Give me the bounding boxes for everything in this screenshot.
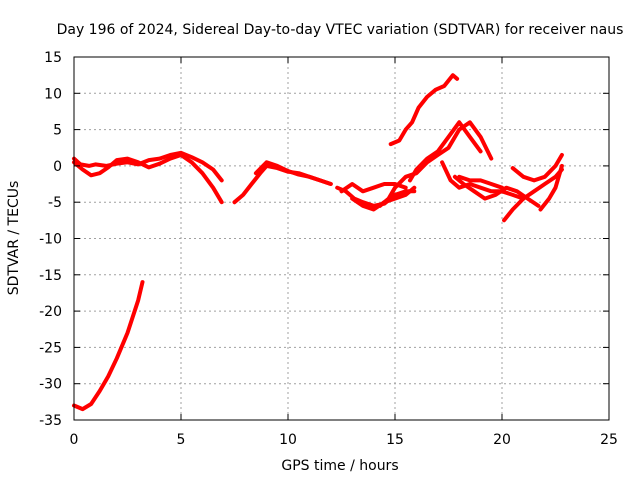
y-tick-label: 10 — [44, 86, 62, 102]
series-layer — [72, 73, 564, 412]
series-line-s11 — [440, 160, 526, 201]
series-line-s8 — [378, 120, 494, 208]
y-axis-label: SDTVAR / TECUs — [6, 181, 22, 296]
y-tick-label: 0 — [53, 159, 62, 175]
y-tick-label: -25 — [39, 340, 62, 356]
y-tick-label: -35 — [39, 413, 62, 429]
series-line-s9 — [408, 120, 483, 183]
series-line-s4 — [253, 160, 333, 186]
series-line-s14 — [502, 167, 564, 223]
series-line-s13 — [457, 174, 504, 190]
x-tick-label: 15 — [386, 432, 404, 448]
x-axis-label: GPS time / hours — [281, 458, 398, 474]
x-tick-label: 20 — [493, 432, 511, 448]
y-tick-label: 5 — [53, 123, 62, 139]
y-tick-label: -5 — [48, 195, 62, 211]
y-tick-label: -15 — [39, 268, 62, 284]
y-tick-label: -10 — [39, 232, 62, 248]
y-tick-label: -20 — [39, 304, 62, 320]
ticks: 0 5 10 15 20 25 15 10 5 0 -5 -10 -15 -20 -25 -30 -35 — [39, 50, 618, 448]
x-tick-label: 5 — [177, 432, 186, 448]
grid — [74, 57, 609, 420]
series-line-s2 — [72, 153, 224, 205]
series-line-s10 — [388, 73, 460, 147]
x-tick-label: 10 — [279, 432, 297, 448]
x-tick-label: 0 — [70, 432, 79, 448]
series-line-s1 — [72, 150, 224, 183]
series-line-s6 — [339, 182, 408, 194]
x-tick-label: 25 — [600, 432, 618, 448]
series-line-s16 — [538, 163, 564, 212]
series-line-s17 — [72, 280, 145, 412]
series-line-s15 — [510, 153, 564, 183]
chart-title: Day 196 of 2024, Sidereal Day-to-day VTE… — [57, 22, 624, 38]
series-line-s5 — [335, 185, 417, 208]
y-tick-label: -30 — [39, 377, 62, 393]
series-line-s3 — [232, 163, 333, 205]
y-tick-label: 15 — [44, 50, 62, 66]
